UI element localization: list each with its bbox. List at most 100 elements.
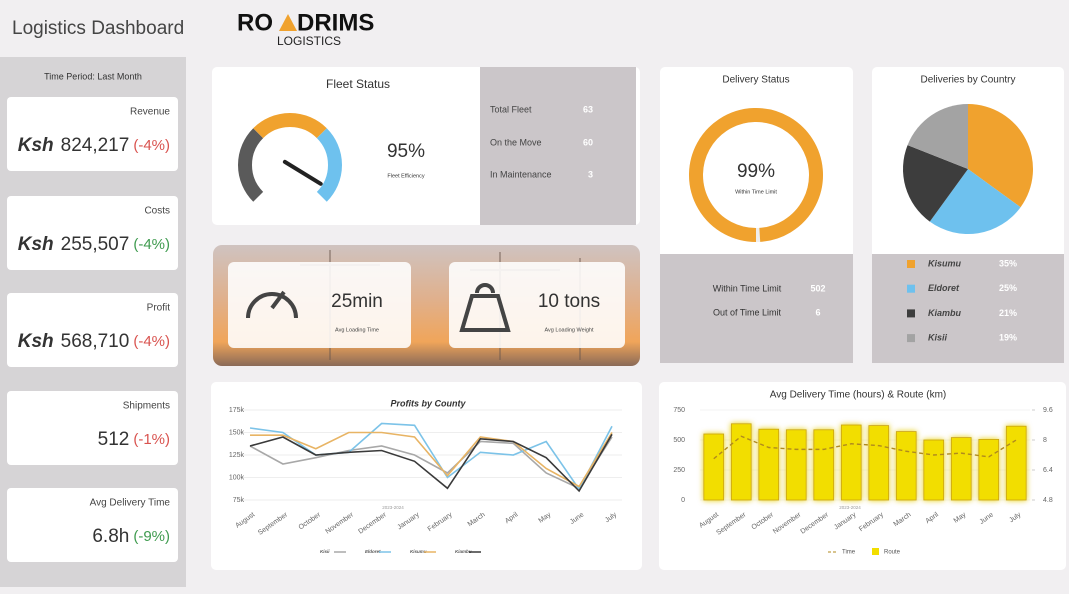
- country-legend-panel: [872, 254, 1064, 363]
- legend-value: 35%: [999, 258, 1017, 268]
- kpi-value-line: Ksh 255,507 (-4%): [18, 234, 170, 255]
- bar: [840, 424, 862, 501]
- fleet-stat-value: 60: [583, 137, 593, 147]
- fleet-stats-panel: [480, 67, 636, 225]
- y-tick-label: 0: [681, 497, 685, 504]
- delivery-stat-label: Within Time Limit: [713, 283, 782, 293]
- loading-value: 10 tons: [538, 291, 600, 312]
- bar: [950, 437, 972, 501]
- logo-left: RO: [237, 9, 273, 36]
- kpi-label: Costs: [144, 206, 170, 217]
- kpi-value: 824,217: [61, 135, 130, 156]
- series-line: [250, 431, 613, 488]
- y2-tick-label: 9.6: [1043, 407, 1053, 414]
- series-line: [713, 435, 1017, 460]
- profit-card: [211, 382, 642, 570]
- fleet-stat-value: 63: [583, 104, 593, 114]
- delivery-stat-value: 502: [810, 283, 825, 293]
- legend-swatch: [907, 334, 915, 343]
- gauge-needle: [282, 159, 323, 186]
- delivery-stat-value: 6: [815, 307, 820, 317]
- logo-triangle: [279, 14, 297, 31]
- period-label: Time Period: Last Month: [44, 71, 142, 81]
- kpi-currency: Ksh: [18, 234, 54, 255]
- series-line: [249, 436, 613, 490]
- legend-swatch: [907, 309, 915, 318]
- chart-title: Fleet Status: [326, 77, 390, 91]
- logo-right: DRIMS: [297, 9, 374, 36]
- speedometer-icon: [246, 290, 298, 319]
- legend-swatch: [907, 284, 915, 293]
- legend-value: 19%: [999, 332, 1017, 342]
- kpi-change: (-1%): [133, 431, 170, 448]
- y-tick-label: 175k: [229, 407, 245, 414]
- legend-label: Kiambu: [928, 308, 962, 318]
- kpi-value-line: Ksh 824,217 (-4%): [18, 135, 170, 156]
- legend-label: Route: [884, 550, 901, 556]
- kpi-value: 512: [98, 429, 130, 450]
- kpi-label: Revenue: [130, 107, 170, 118]
- gauge-band: [253, 113, 327, 139]
- kpi-card: [7, 488, 178, 562]
- kpi-card: [7, 97, 178, 171]
- kpi-currency: Ksh: [18, 331, 54, 352]
- chart-title: Avg Delivery Time (hours) & Route (km): [770, 390, 947, 401]
- loading-label: Avg Loading Time: [335, 327, 379, 333]
- kpi-label: Shipments: [123, 401, 170, 412]
- pie-slice: [903, 145, 968, 222]
- kpi-card: [7, 293, 178, 367]
- gauge-band: [316, 128, 342, 202]
- kpi-label: Profit: [147, 303, 171, 314]
- y-tick-label: 125k: [229, 452, 245, 459]
- legend-swatch: [872, 548, 879, 555]
- pie-slice: [907, 104, 968, 169]
- legend-label: Eldoret: [928, 283, 960, 293]
- legend-label: Eldoret: [365, 549, 381, 554]
- kpi-value: 255,507: [61, 234, 130, 255]
- kpi-label: Avg Delivery Time: [90, 498, 171, 509]
- fleet-stat-label: In Maintenance: [490, 169, 552, 179]
- series-line: [249, 433, 613, 493]
- chart-title: Deliveries by Country: [920, 75, 1015, 86]
- kpi-change: (-4%): [133, 236, 170, 253]
- bar: [978, 438, 1000, 501]
- bar: [1005, 425, 1027, 501]
- loading-time-box: [228, 262, 411, 348]
- legend-value: 25%: [999, 283, 1017, 293]
- bar: [813, 429, 835, 501]
- fleet-stat-label: Total Fleet: [490, 104, 532, 114]
- legend-value: 21%: [999, 308, 1017, 318]
- kpi-value: 6.8h: [92, 526, 129, 547]
- delivery-stats-panel: [660, 254, 853, 363]
- kpi-value-line: Ksh 568,710 (-4%): [18, 331, 170, 352]
- logo-tagline: LOGISTICS: [277, 34, 341, 48]
- bar: [730, 423, 752, 501]
- gauge-band: [238, 128, 264, 202]
- donut-caption: Within Time Limit: [735, 189, 777, 195]
- gauge-caption: Fleet Efficiency: [387, 173, 424, 179]
- loading-weight-box: [449, 262, 625, 348]
- legend-label: Time: [842, 550, 856, 556]
- gauge-value-label: 95%: [387, 141, 425, 162]
- bar: [785, 429, 807, 501]
- y2-tick-label: 6.4: [1043, 467, 1053, 474]
- loading-value: 25min: [331, 291, 383, 312]
- page-title: Logistics Dashboard: [12, 18, 184, 39]
- delivery-stat-label: Out of Time Limit: [713, 307, 782, 317]
- legend-label: Kisumu: [410, 549, 427, 554]
- bar: [868, 425, 890, 501]
- y-tick-label: 500: [673, 437, 685, 444]
- legend-label: Kisii: [928, 332, 948, 342]
- kpi-change: (-9%): [133, 528, 170, 545]
- fleet-stat-value: 3: [588, 169, 593, 179]
- y-tick-label: 100k: [229, 474, 245, 481]
- pie-slice: [968, 104, 1033, 208]
- kpi-value-line: 6.8h (-9%): [92, 526, 170, 547]
- bar: [758, 428, 780, 501]
- kpi-change: (-4%): [133, 137, 170, 154]
- legend-label: Kisumu: [928, 258, 962, 268]
- loading-label: Avg Loading Weight: [544, 327, 593, 333]
- chart-subtitle: 2023-2024: [839, 505, 861, 510]
- bar: [895, 431, 917, 501]
- y-tick-label: 250: [673, 467, 685, 474]
